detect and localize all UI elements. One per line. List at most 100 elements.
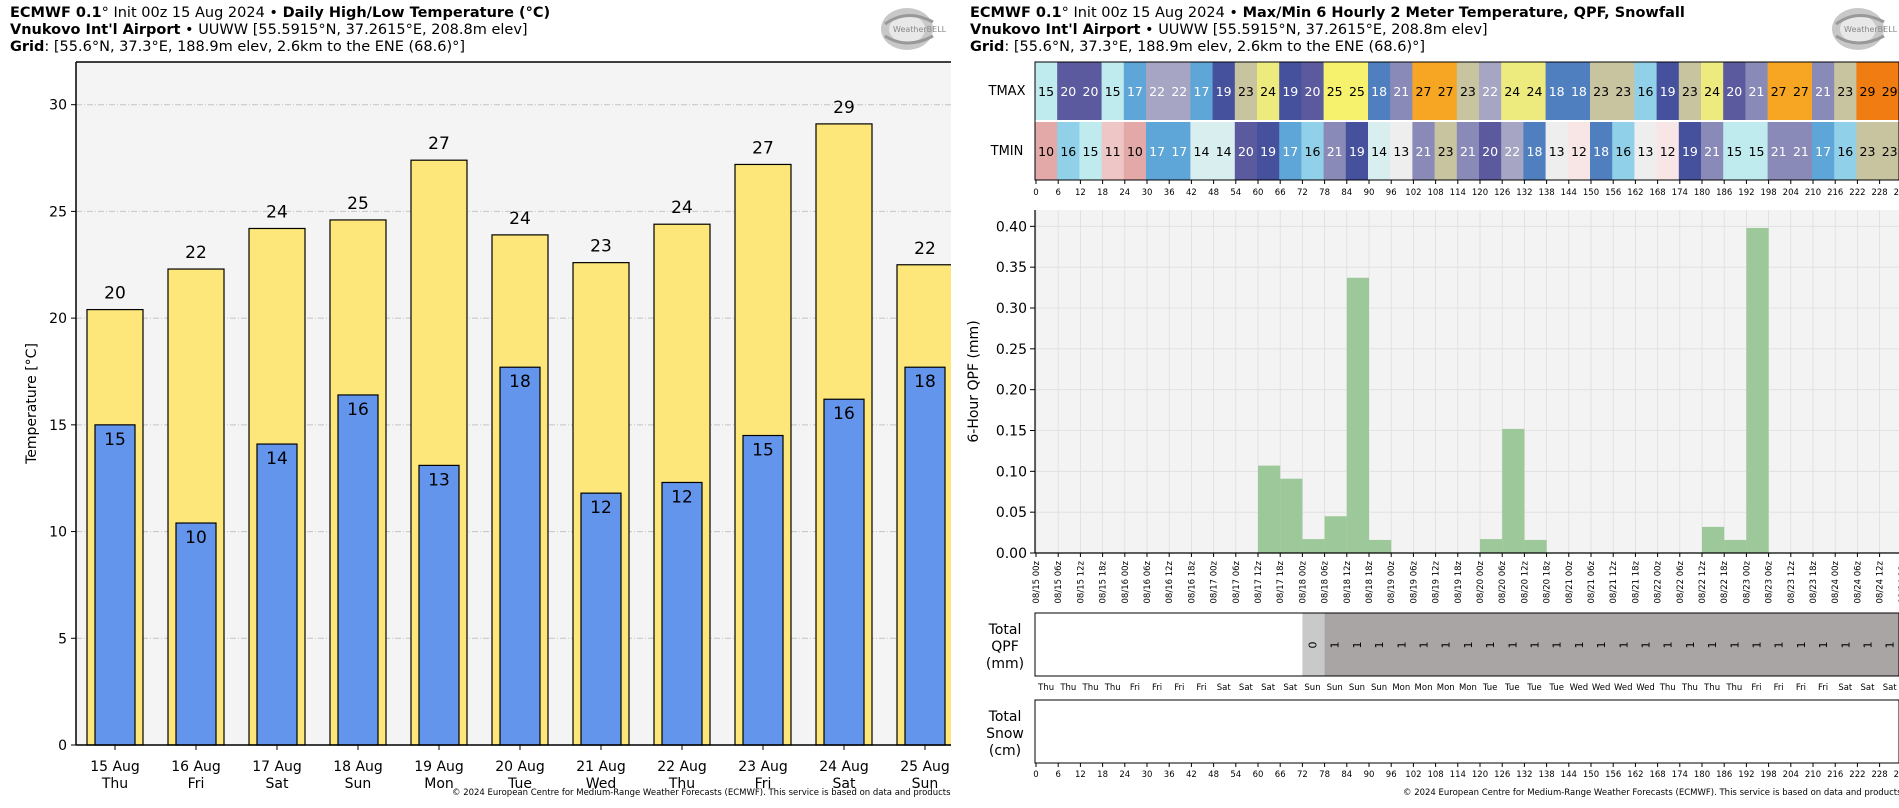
- qpf-x-tick-label: 08/23 12z: [1787, 560, 1797, 603]
- total-qpf-value: 1: [1884, 642, 1897, 649]
- tmin-cell: [1212, 122, 1236, 180]
- qpf-y-tick-label: 0.05: [996, 505, 1027, 521]
- station-line: Vnukovo Int'l Airport • UUWW [55.5915°N,…: [970, 22, 1488, 38]
- station-line: Vnukovo Int'l Airport • UUWW [55.5915°N,…: [10, 22, 528, 38]
- snow-hour-label: 144: [1561, 770, 1577, 780]
- hour-label: 144: [1561, 188, 1577, 198]
- tmin-cell: [1190, 122, 1214, 180]
- day-label: Mon: [1415, 683, 1433, 693]
- hour-label: 174: [1672, 188, 1688, 198]
- day-label: Wed: [1570, 683, 1589, 693]
- copyright-text: © 2024 European Centre for Medium-Range …: [452, 788, 951, 798]
- total-qpf-cell: [1679, 613, 1703, 676]
- qpf-x-tick-label: 08/20 12z: [1520, 560, 1530, 603]
- hour-label: 156: [1605, 188, 1621, 198]
- low-temp-bar: [661, 481, 703, 746]
- tmin-cell: [1168, 122, 1191, 180]
- total-qpf-cell: [1546, 613, 1570, 676]
- tmin-value: 23: [1438, 144, 1454, 159]
- tmax-value: 21: [1749, 84, 1765, 99]
- high-temp-label: 24: [266, 202, 288, 222]
- low-temp-label: 16: [833, 404, 855, 424]
- copyright-text: © 2024 European Centre for Medium-Range …: [1403, 788, 1899, 798]
- tmin-value: 17: [1282, 144, 1298, 159]
- tmin-value: 14: [1371, 144, 1387, 159]
- grid-line: Grid: [55.6°N, 37.3°E, 188.9m elev, 2.6k…: [970, 39, 1426, 55]
- total-qpf-cell: [1835, 613, 1858, 676]
- x-tick-day: Thu: [668, 776, 695, 790]
- total-qpf-value: 1: [1684, 642, 1697, 649]
- tmin-cell: [1234, 122, 1258, 180]
- hour-label: 78: [1319, 188, 1330, 198]
- day-label: Tue: [1504, 683, 1520, 693]
- high-temp-label: 22: [914, 239, 936, 259]
- tmin-value: 10: [1038, 144, 1054, 159]
- total-qpf-cell: [1568, 613, 1592, 676]
- tmax-value: 19: [1282, 84, 1298, 99]
- tmax-cell: [1567, 62, 1591, 120]
- snow-hour-label: 30: [1142, 770, 1153, 780]
- snow-hour-label: 234: [1894, 770, 1899, 780]
- hour-label: 36: [1164, 188, 1175, 198]
- hourly-qpf-panel: ECMWF 0.1° Init 00z 15 Aug 2024 • Max/Mi…: [960, 0, 1899, 808]
- total-qpf-value: 1: [1551, 642, 1564, 649]
- total-qpf-value: 1: [1506, 642, 1519, 649]
- tmax-value: 18: [1549, 84, 1565, 99]
- low-temp-bar: [742, 434, 784, 746]
- hour-label: 150: [1583, 188, 1599, 198]
- total-qpf-value: 1: [1351, 642, 1364, 649]
- tmax-cell: [1656, 62, 1680, 120]
- tmax-value: 24: [1260, 84, 1276, 99]
- hour-label: 84: [1341, 188, 1352, 198]
- day-label: Tue: [1526, 683, 1542, 693]
- day-label: Fri: [1796, 683, 1806, 693]
- total-qpf-value: 1: [1795, 642, 1808, 649]
- qpf-x-tick-label: 08/20 00z: [1476, 560, 1486, 603]
- tmax-value: 23: [1593, 84, 1609, 99]
- tmin-cell: [1656, 122, 1680, 180]
- tmax-cell: [1257, 62, 1280, 120]
- tmin-cell: [1123, 122, 1147, 180]
- total-qpf-value: 1: [1573, 642, 1586, 649]
- hour-label: 48: [1208, 188, 1219, 198]
- tmin-cell: [1523, 122, 1547, 180]
- tmax-value: 23: [1682, 84, 1698, 99]
- tmax-value: 27: [1793, 84, 1809, 99]
- day-label: Sun: [1371, 683, 1387, 693]
- hour-label: 0: [1033, 188, 1038, 198]
- snow-hour-label: 18: [1097, 770, 1108, 780]
- tmax-cell: [1612, 62, 1635, 120]
- tmin-row-label: TMIN: [990, 144, 1024, 159]
- tmin-cell: [1789, 122, 1813, 180]
- tmax-value: 22: [1482, 84, 1498, 99]
- x-tick-date: 21 Aug: [576, 759, 626, 775]
- qpf-y-tick-label: 0.10: [996, 464, 1027, 480]
- tmin-cell: [1767, 122, 1791, 180]
- tmin-cell: [1079, 122, 1103, 180]
- total-snow-frame: [1034, 699, 1899, 764]
- tmin-cell: [1301, 122, 1325, 180]
- snow-hour-label: 60: [1253, 770, 1264, 780]
- snow-hour-label: 48: [1208, 770, 1219, 780]
- hour-label: 126: [1494, 188, 1510, 198]
- qpf-bar: [1524, 539, 1547, 553]
- tmin-cell: [1812, 122, 1835, 180]
- total-qpf-value: 1: [1817, 642, 1830, 649]
- day-label: Sat: [1239, 683, 1254, 693]
- hour-label: 132: [1516, 188, 1532, 198]
- y-tick-label: 5: [58, 631, 67, 647]
- hour-label: 228: [1871, 188, 1887, 198]
- tmax-cell: [1079, 62, 1103, 120]
- tmin-value: 21: [1327, 144, 1343, 159]
- day-label: Sat: [1861, 683, 1876, 693]
- tmax-cell: [1545, 62, 1569, 120]
- low-temp-label: 12: [671, 487, 693, 507]
- tmin-cell: [1345, 122, 1369, 180]
- tmax-value: 15: [1038, 84, 1054, 99]
- tmax-cell: [1789, 62, 1813, 120]
- tmin-cell: [1634, 122, 1658, 180]
- tmin-cell: [1723, 122, 1746, 180]
- tmax-cell: [1101, 62, 1125, 120]
- qpf-x-tick-label: 08/19 18z: [1454, 560, 1464, 603]
- total-qpf-value: 0: [1307, 642, 1320, 649]
